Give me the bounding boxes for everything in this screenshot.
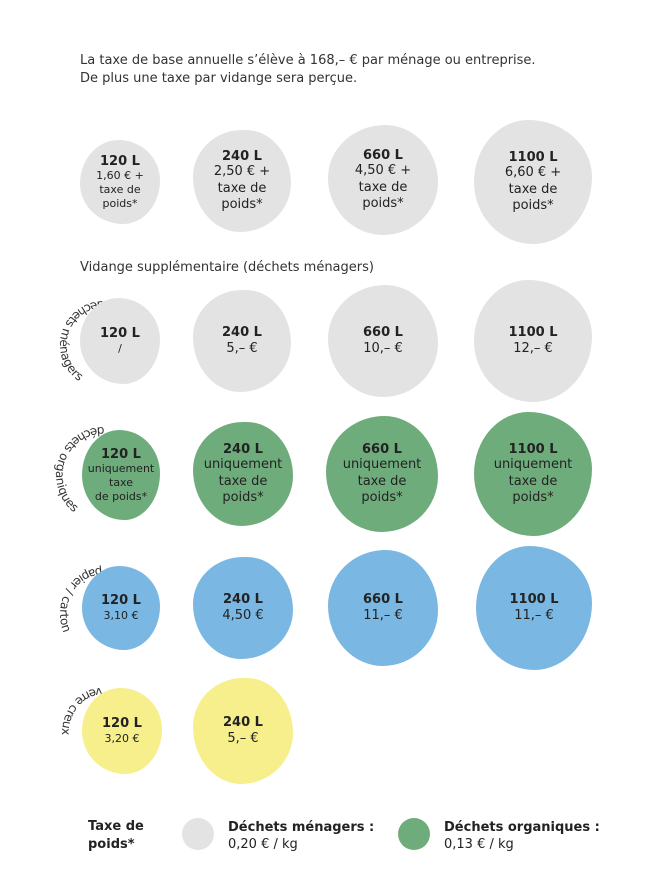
blob-size: 120 L [100,153,140,169]
verre-120l-blob: 120 L 3,20 € [82,688,162,774]
legend-organiques-value: 0,13 € / kg [444,837,514,852]
blob-size: 240 L [223,715,263,731]
organiques-240l-blob: 240 L uniquement taxe de poids* [193,422,293,526]
legend-organiques-dot [398,818,430,850]
blob-price: / [118,341,122,355]
blob-size: 240 L [223,441,263,457]
intro-line-1: La taxe de base annuelle s’élève à 168,–… [80,53,536,68]
blob-size: 660 L [363,592,403,608]
blob-price: 11,– € [363,607,403,623]
organiques-660l-blob: 660 L uniquement taxe de poids* [326,416,438,532]
blob-price: 1,60 € + taxe de poids* [96,169,144,210]
legend-menagers: Déchets ménagers : 0,20 € / kg [228,819,374,853]
blob-size: 1100 L [509,592,559,608]
blob-price: uniquement taxe de poids* [342,457,422,505]
menagers-1100l-blob: 1100 L 12,– € [474,280,592,402]
intro-line-2: De plus une taxe par vidange sera perçue… [80,71,358,86]
legend-organiques-title: Déchets organiques : [444,820,600,835]
blob-price: uniquement taxe de poids* [87,462,155,503]
blob-size: 1100 L [508,325,558,341]
blob-size: 240 L [222,325,262,341]
legend-menagers-dot [182,818,214,850]
blob-size: 120 L [102,716,142,732]
papier-660l-blob: 660 L 11,– € [328,550,438,666]
blob-price: 3,10 € [103,608,139,622]
supplementary-title: Vidange supplémentaire (déchets ménagers… [80,260,374,275]
blob-price: uniquement taxe de poids* [493,457,573,505]
blob-size: 660 L [362,441,402,457]
blob-size: 1100 L [508,441,558,457]
blob-price: 12,– € [513,340,553,356]
papier-120l-blob: 120 L 3,10 € [82,566,160,650]
blob-size: 660 L [363,325,403,341]
papier-1100l-blob: 1100 L 11,– € [476,546,592,670]
blob-price: 11,– € [514,607,554,623]
blob-price: 3,20 € [104,731,140,745]
blob-price: 5,– € [227,730,259,746]
menagers-240l-blob: 240 L 5,– € [193,290,291,392]
menagers-660l-blob: 660 L 10,– € [328,285,438,397]
base-120l-blob: 120 L 1,60 € + taxe de poids* [80,140,160,224]
verre-240l-blob: 240 L 5,– € [193,678,293,784]
legend-title: Taxe de poids* [88,819,144,852]
base-240l-blob: 240 L 2,50 € + taxe de poids* [193,130,291,232]
blob-price: 10,– € [363,340,403,356]
blob-size: 660 L [363,147,403,163]
legend-menagers-title: Déchets ménagers : [228,820,375,835]
blob-price: 4,50 € + taxe de poids* [354,163,412,211]
papier-240l-blob: 240 L 4,50 € [193,557,293,659]
menagers-120l-blob: 120 L / [80,298,160,384]
legend-organiques: Déchets organiques : 0,13 € / kg [444,819,600,853]
intro-text: La taxe de base annuelle s’élève à 168,–… [80,52,640,88]
blob-size: 120 L [100,326,140,342]
base-1100l-blob: 1100 L 6,60 € + taxe de poids* [474,120,592,244]
blob-price: 2,50 € + taxe de poids* [213,164,271,212]
blob-size: 1100 L [508,149,558,165]
blob-price: 4,50 € [222,607,264,623]
blob-size: 120 L [101,593,141,609]
blob-size: 240 L [222,148,262,164]
blob-price: 6,60 € + taxe de poids* [504,165,562,213]
legend-menagers-value: 0,20 € / kg [228,837,298,852]
blob-size: 240 L [223,592,263,608]
base-660l-blob: 660 L 4,50 € + taxe de poids* [328,125,438,235]
organiques-120l-blob: 120 L uniquement taxe de poids* [82,430,160,520]
organiques-1100l-blob: 1100 L uniquement taxe de poids* [474,412,592,536]
blob-price: 5,– € [226,340,258,356]
blob-size: 120 L [101,446,141,462]
blob-price: uniquement taxe de poids* [203,457,283,505]
